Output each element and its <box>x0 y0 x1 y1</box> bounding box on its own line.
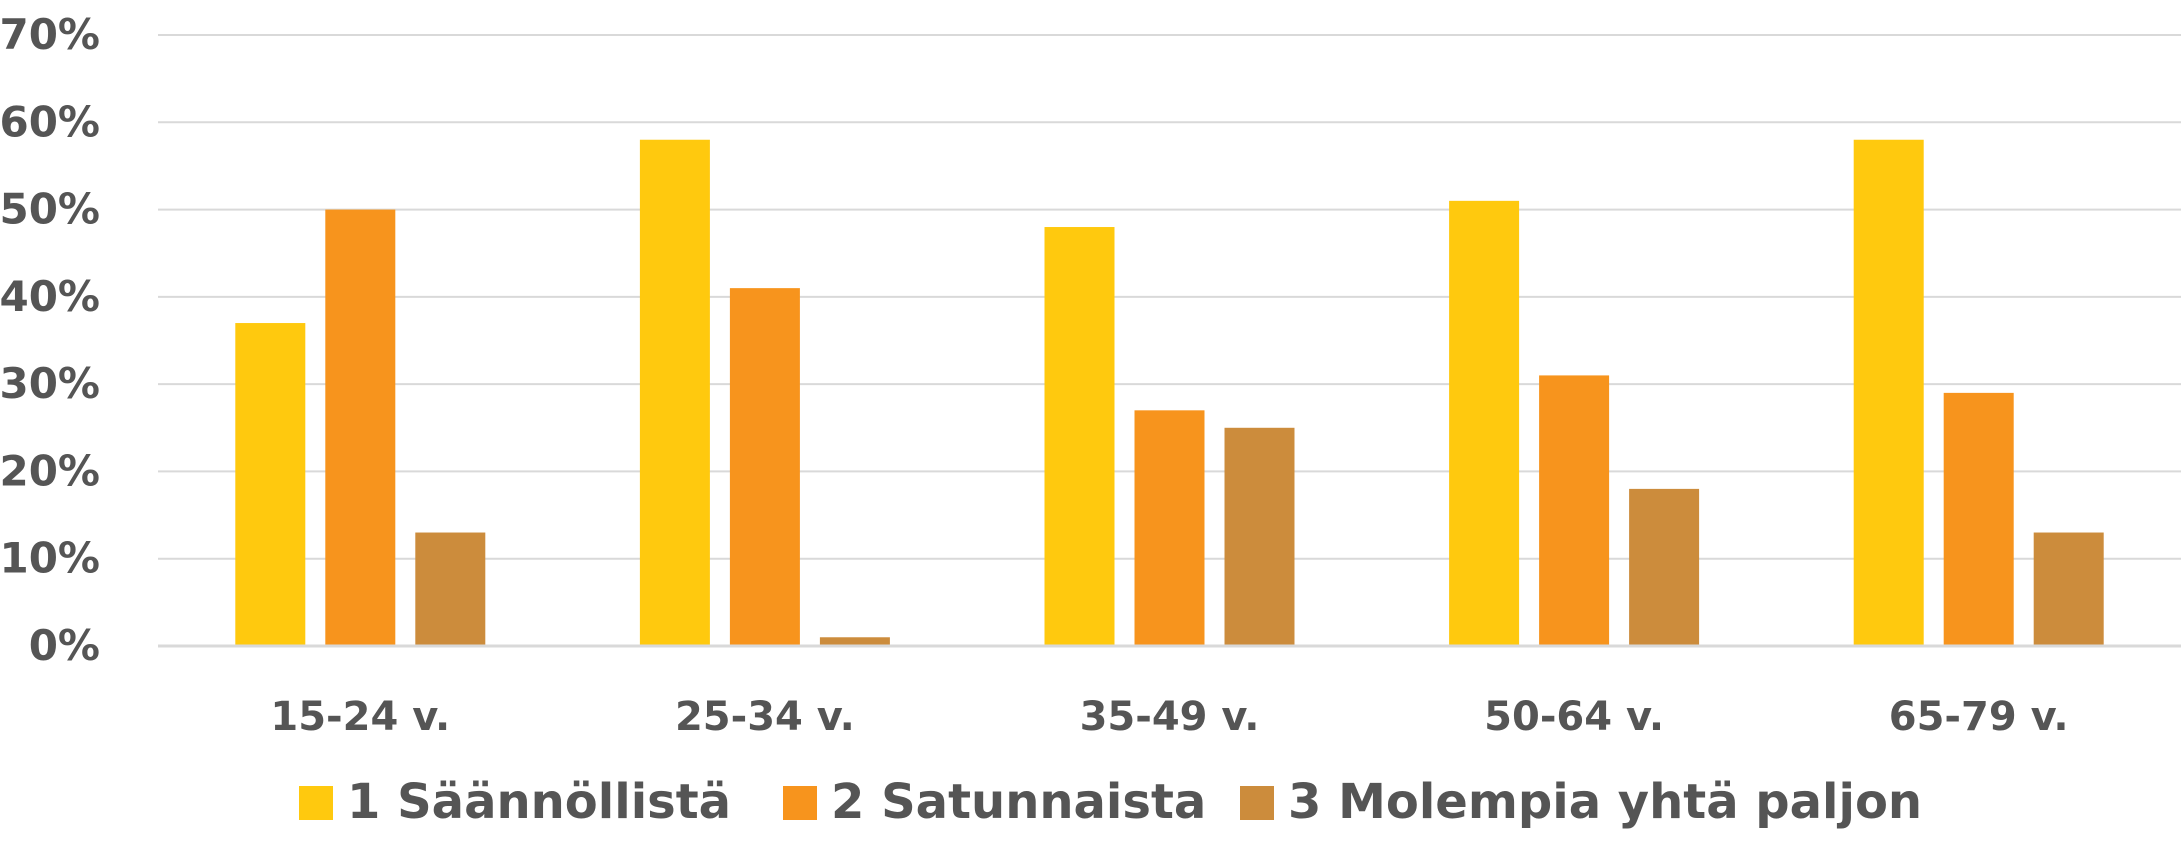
bar <box>1629 488 1700 646</box>
bar <box>1044 227 1115 646</box>
legend-label: 3 Molempia yhtä paljon <box>1288 774 1922 830</box>
bar <box>1943 392 2014 646</box>
y-tick-label: 10% <box>0 534 100 583</box>
x-tick-label: 25-34 v. <box>675 694 855 740</box>
bar <box>729 288 800 646</box>
y-tick-label: 0% <box>29 621 100 670</box>
y-axis-tick-labels: 0% 10% 20% 30% 40% 50% 60% 70% <box>0 10 100 670</box>
bars <box>235 139 2104 647</box>
bar <box>325 209 396 647</box>
gridlines <box>158 34 2181 560</box>
legend-swatch <box>299 786 333 820</box>
x-tick-label: 65-79 v. <box>1889 694 2069 740</box>
bar <box>1853 139 1924 646</box>
bar <box>639 139 710 646</box>
bar <box>235 323 306 646</box>
bar <box>1224 427 1295 646</box>
legend-item: 2 Satunnaista <box>783 774 1206 830</box>
y-tick-label: 60% <box>0 97 100 146</box>
legend-label: 1 Säännöllistä <box>347 774 731 830</box>
x-tick-label: 50-64 v. <box>1484 694 1664 740</box>
x-tick-label: 15-24 v. <box>270 694 450 740</box>
y-tick-label: 30% <box>0 359 100 408</box>
bar <box>819 637 890 646</box>
bar <box>415 532 486 646</box>
bar <box>1449 200 1520 647</box>
legend-item: 3 Molempia yhtä paljon <box>1240 774 1922 830</box>
y-tick-label: 50% <box>0 185 100 234</box>
y-tick-label: 20% <box>0 446 100 495</box>
bar <box>1134 410 1205 646</box>
y-tick-label: 40% <box>0 272 100 321</box>
bar <box>2033 532 2104 646</box>
x-tick-label: 35-49 v. <box>1080 694 1260 740</box>
bar <box>1539 375 1610 646</box>
legend-swatch <box>1240 786 1274 820</box>
y-tick-label: 70% <box>0 10 100 59</box>
legend-item: 1 Säännöllistä <box>299 774 731 830</box>
x-axis-category-labels: 15-24 v. 25-34 v. 35-49 v. 50-64 v. 65-79 v. <box>270 694 2068 740</box>
legend: 1 Säännöllistä 2 Satunnaista 3 Molempia yh… <box>299 774 1922 830</box>
legend-swatch <box>783 786 817 820</box>
legend-label: 2 Satunnaista <box>831 774 1206 830</box>
